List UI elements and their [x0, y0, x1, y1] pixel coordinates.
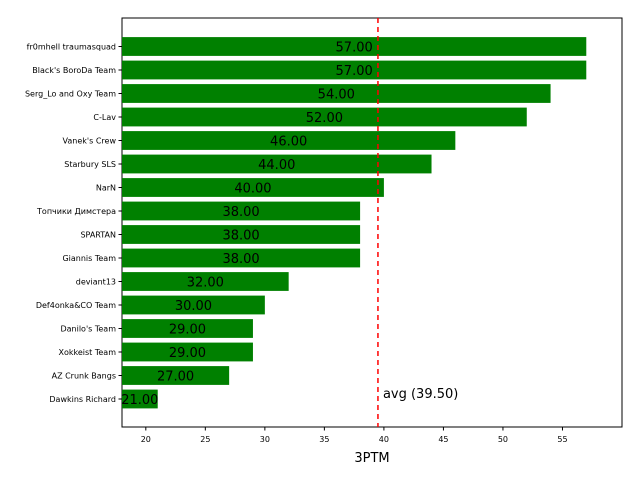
category-label: Serg_Lo and Oxy Team: [25, 90, 116, 99]
bar: [122, 84, 551, 103]
value-label: 27.00: [157, 370, 194, 385]
bar: [122, 295, 265, 315]
value-label: 38.00: [222, 229, 259, 244]
bar: [122, 37, 587, 56]
category-label: Dawkins Richard: [49, 395, 116, 404]
value-label: 57.00: [336, 41, 373, 56]
bar: [122, 131, 456, 150]
value-label: 46.00: [270, 135, 307, 150]
bar: [122, 201, 361, 221]
bar: [122, 154, 432, 174]
category-label: fr0mhell traumasquad: [27, 43, 116, 52]
value-label: 40.00: [234, 182, 271, 197]
value-label: 29.00: [169, 323, 206, 338]
x-tick-label: 30: [260, 435, 270, 444]
value-label: 38.00: [222, 205, 259, 220]
x-tick-label: 55: [557, 435, 567, 444]
category-label: Giannis Team: [62, 254, 116, 263]
x-tick-label: 20: [141, 435, 151, 444]
bar: [122, 107, 527, 127]
value-label: 21.00: [121, 393, 158, 408]
x-tick-label: 25: [200, 435, 210, 444]
value-label: 44.00: [258, 158, 295, 173]
bar: [122, 389, 158, 409]
value-labels: 57.00 57.00 54.00 52.00 46.00 44.00 40.00 38.00…: [121, 41, 373, 409]
x-axis-title: 3PTM: [354, 451, 389, 466]
average-label: avg (39.50): [383, 387, 458, 402]
value-label: 29.00: [169, 346, 206, 361]
value-label: 32.00: [187, 276, 224, 291]
category-label: C-Lav: [93, 113, 116, 122]
value-label: 30.00: [175, 299, 212, 314]
category-labels: fr0mhell traumasquad Black's BoroDa Team S…: [25, 43, 122, 404]
category-label: Danilo's Team: [60, 325, 116, 334]
value-label: 52.00: [306, 111, 343, 126]
category-label: Топчики Димстера: [36, 207, 116, 216]
x-tick-label: 40: [379, 435, 389, 444]
bar: [122, 319, 253, 338]
bars-group: [122, 37, 587, 409]
x-ticks: 20 25 30 35 40 45 50 55: [141, 427, 568, 444]
bar: [122, 248, 361, 268]
x-tick-label: 45: [438, 435, 448, 444]
category-label: AZ Crunk Bangs: [52, 372, 116, 381]
category-label: Starbury SLS: [64, 160, 116, 169]
category-label: deviant13: [76, 278, 116, 287]
x-tick-label: 50: [498, 435, 508, 444]
value-label: 38.00: [222, 252, 259, 267]
bar: [122, 272, 289, 291]
category-label: NarN: [96, 184, 116, 193]
category-label: Black's BoroDa Team: [32, 66, 116, 75]
category-label: SPARTAN: [80, 231, 116, 240]
category-label: Def4onka&CO Team: [36, 301, 116, 310]
x-tick-label: 35: [319, 435, 329, 444]
bar: [122, 225, 361, 244]
bar: [122, 178, 384, 197]
bar: [122, 342, 253, 362]
category-label: Vanek's Crew: [63, 137, 117, 146]
value-label: 57.00: [336, 64, 373, 79]
value-label: 54.00: [318, 88, 355, 103]
bar: [122, 60, 587, 80]
category-label: Xokkeist Team: [59, 348, 117, 357]
bar: [122, 366, 230, 385]
